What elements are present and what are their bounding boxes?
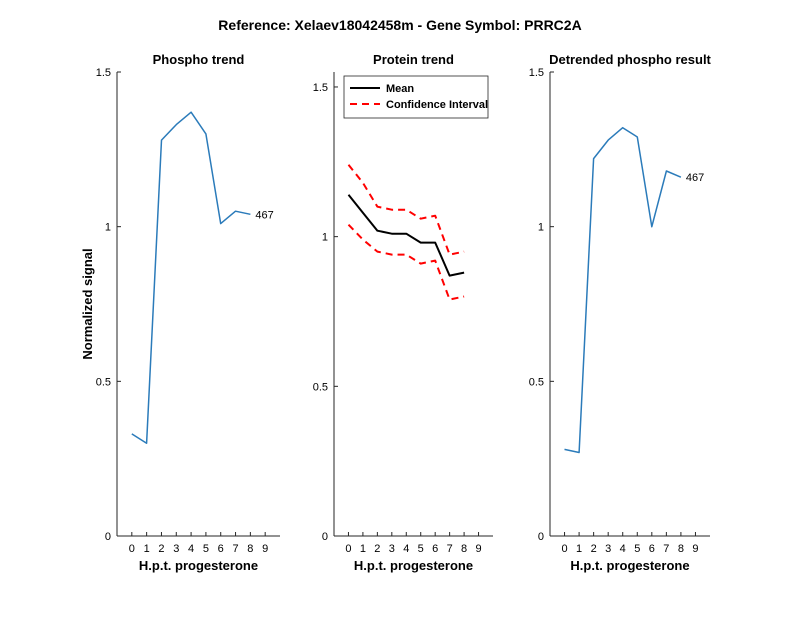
y-tick-label: 0: [105, 531, 111, 543]
x-axis-label: H.p.t. progesterone: [354, 558, 473, 573]
x-tick-label: 3: [173, 543, 179, 555]
x-axis-label: H.p.t. progesterone: [570, 558, 689, 573]
panel-title: Protein trend: [373, 52, 454, 67]
legend-entry: Confidence Interval: [386, 99, 488, 111]
x-tick-label: 0: [561, 543, 567, 555]
figure-title: Reference: Xelaev18042458m - Gene Symbol…: [218, 17, 581, 33]
legend-entry: Mean: [386, 83, 414, 95]
panel-title: Detrended phospho result: [549, 52, 711, 67]
x-tick-label: 5: [418, 543, 424, 555]
data-series-line-1: [564, 126, 682, 454]
y-tick-label: 1: [322, 232, 328, 244]
legend-box: [343, 75, 489, 119]
x-tick-label: 1: [144, 543, 150, 555]
x-tick-label: 6: [218, 543, 224, 555]
x-tick-label: 8: [247, 543, 253, 555]
y-tick-label: 1: [538, 222, 544, 234]
x-tick-label: 1: [576, 543, 582, 555]
x-tick-label: 7: [663, 543, 669, 555]
panel-title: Phospho trend: [153, 52, 245, 67]
y-tick-label: 1.5: [96, 67, 111, 79]
x-tick-label: 3: [389, 543, 395, 555]
data-series-line-1: [131, 111, 251, 444]
x-tick-label: 9: [262, 543, 268, 555]
x-tick-label: 0: [345, 543, 351, 555]
x-tick-label: 9: [475, 543, 481, 555]
x-tick-label: 8: [678, 543, 684, 555]
x-tick-label: 2: [591, 543, 597, 555]
x-tick-label: 7: [447, 543, 453, 555]
x-tick-label: 4: [188, 543, 194, 555]
y-tick-label: 0: [322, 531, 328, 543]
x-tick-label: 5: [634, 543, 640, 555]
y-tick-label: 1.5: [313, 82, 328, 94]
x-tick-label: 3: [605, 543, 611, 555]
y-tick-label: 0.5: [96, 376, 111, 388]
series-end-label: 467: [255, 209, 273, 221]
y-axis-label: Normalized signal: [80, 248, 95, 359]
y-tick-label: 1: [105, 222, 111, 234]
x-axis-label: H.p.t. progesterone: [139, 558, 258, 573]
x-tick-label: 4: [620, 543, 626, 555]
y-tick-label: 0.5: [313, 381, 328, 393]
y-tick-label: 0.5: [529, 376, 544, 388]
data-series-line-3: [347, 224, 465, 301]
x-tick-label: 7: [232, 543, 238, 555]
x-tick-label: 9: [692, 543, 698, 555]
x-tick-label: 5: [203, 543, 209, 555]
x-tick-label: 6: [649, 543, 655, 555]
y-tick-label: 1.5: [529, 67, 544, 79]
x-tick-label: 1: [360, 543, 366, 555]
x-tick-label: 6: [432, 543, 438, 555]
data-series-line-1: [347, 194, 465, 277]
series-end-label: 467: [686, 172, 704, 184]
x-tick-label: 8: [461, 543, 467, 555]
x-tick-label: 2: [158, 543, 164, 555]
y-tick-label: 0: [538, 531, 544, 543]
x-tick-label: 2: [374, 543, 380, 555]
x-tick-label: 0: [129, 543, 135, 555]
x-tick-label: 4: [403, 543, 409, 555]
